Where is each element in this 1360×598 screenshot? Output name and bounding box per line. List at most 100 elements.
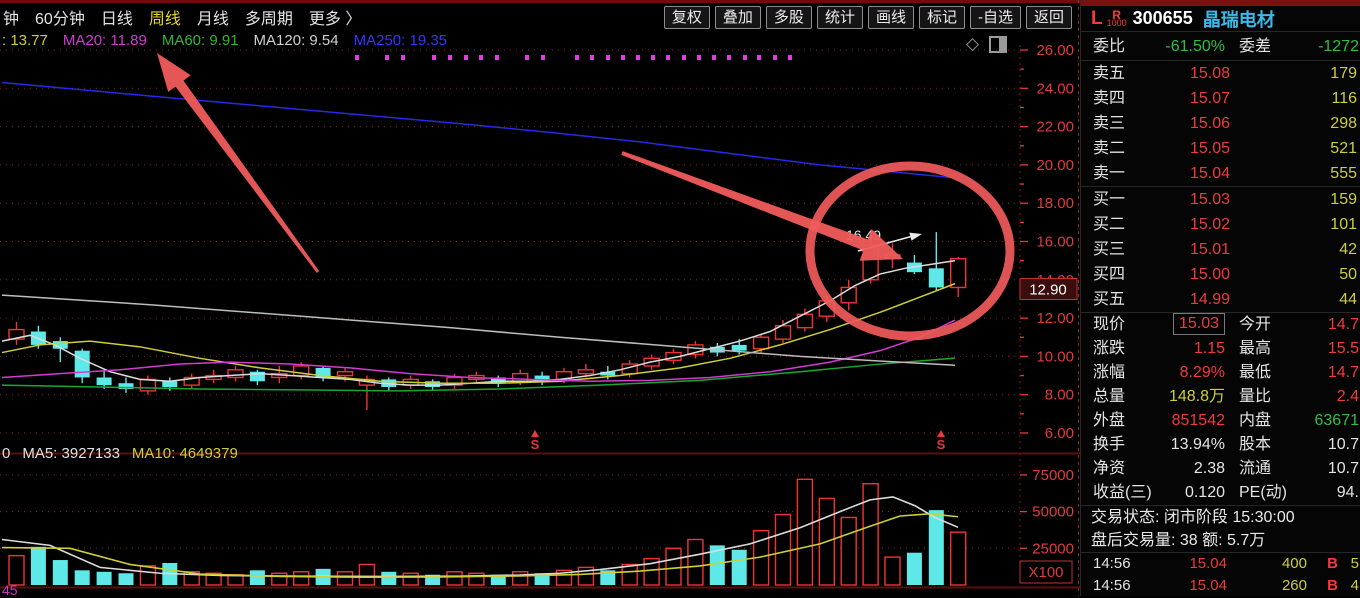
level-volume[interactable]: 159 bbox=[1330, 191, 1357, 208]
svg-text:8.00: 8.00 bbox=[1045, 387, 1074, 404]
toolbar-button-复权[interactable]: 复权 bbox=[663, 5, 710, 29]
level-price[interactable]: 15.08 bbox=[1189, 65, 1230, 82]
weibi-row: 委比 -61.50% 委差 -1272 bbox=[1081, 32, 1360, 61]
level-volume[interactable]: 298 bbox=[1330, 115, 1357, 132]
level-price[interactable]: 15.05 bbox=[1189, 140, 1230, 157]
flag-l: L bbox=[1091, 7, 1103, 29]
detail-value: 851542 bbox=[1171, 412, 1225, 429]
level-price[interactable]: 15.04 bbox=[1189, 165, 1230, 182]
level-volume[interactable]: 116 bbox=[1331, 90, 1357, 107]
tick-price: 15.04 bbox=[1189, 555, 1227, 572]
detail-value: 1.15 bbox=[1193, 340, 1225, 357]
toolbar-button-标记[interactable]: 标记 bbox=[918, 5, 965, 29]
timeframe-tab-多周期[interactable]: 多周期 bbox=[244, 11, 293, 28]
diamond-icon[interactable]: ◇ bbox=[966, 34, 980, 53]
level-label: 卖四 bbox=[1093, 90, 1126, 107]
after-hours-volume: 盘后交易量: 38 额: 5.7万 bbox=[1091, 532, 1266, 549]
detail-label: 量比 bbox=[1239, 388, 1272, 405]
level-price[interactable]: 15.07 bbox=[1189, 90, 1230, 107]
trade-ticks: 14:56 15.04 400 B 5 14:56 15.04 260 B 4 bbox=[1081, 553, 1360, 597]
detail-value: 15.03 bbox=[1172, 313, 1225, 335]
toolbar-buttons: 复权 叠加 多股 统计 画线 标记 -自选 返回 bbox=[663, 5, 1080, 29]
detail-label: 今开 bbox=[1239, 316, 1272, 333]
tick-volume: 400 bbox=[1281, 555, 1307, 572]
timeframe-tab-更多 〉[interactable]: 更多 〉 bbox=[308, 11, 362, 28]
svg-text:6.00: 6.00 bbox=[1045, 425, 1074, 442]
toolbar-button-统计[interactable]: 统计 bbox=[816, 5, 863, 29]
level-volume[interactable]: 555 bbox=[1330, 165, 1357, 182]
toolbar-button--自选[interactable]: -自选 bbox=[969, 5, 1021, 29]
detail-value: 94. bbox=[1336, 484, 1359, 501]
level-volume[interactable]: 50 bbox=[1339, 266, 1357, 283]
timeframe-tab-周线[interactable]: 周线 bbox=[148, 11, 181, 28]
bid-row: 买三 15.01 42 bbox=[1081, 237, 1360, 262]
detail-row: 现价 15.03 今开 14.7 bbox=[1081, 313, 1360, 337]
detail-value: 8.29% bbox=[1179, 364, 1225, 381]
level-volume[interactable]: 179 bbox=[1330, 65, 1357, 82]
level-price[interactable]: 15.02 bbox=[1189, 216, 1230, 233]
volume-ma5-label: MA5: 3927133 bbox=[22, 445, 120, 462]
detail-value: 2.38 bbox=[1193, 460, 1225, 477]
timeframe-tab-日线[interactable]: 日线 bbox=[100, 11, 133, 28]
svg-text:20.00: 20.00 bbox=[1036, 157, 1074, 174]
svg-text:16.00: 16.00 bbox=[1036, 234, 1074, 251]
svg-text:24.00: 24.00 bbox=[1036, 80, 1074, 97]
level-volume[interactable]: 44 bbox=[1339, 291, 1357, 308]
detail-row: 换手 13.94% 股本 10.7 bbox=[1081, 433, 1360, 457]
ask-row: 卖四 15.07 116 bbox=[1081, 86, 1360, 111]
tick-price: 15.04 bbox=[1189, 577, 1227, 594]
detail-label: 现价 bbox=[1093, 316, 1126, 333]
level-price[interactable]: 15.03 bbox=[1189, 191, 1230, 208]
detail-label: 最高 bbox=[1239, 340, 1272, 357]
ask-row: 卖五 15.08 179 bbox=[1081, 61, 1360, 86]
svg-text:10.00: 10.00 bbox=[1036, 348, 1074, 365]
level-price[interactable]: 15.01 bbox=[1189, 241, 1230, 258]
tick-side: B bbox=[1327, 577, 1338, 594]
detail-value: 0.120 bbox=[1184, 484, 1225, 501]
ma-label: : 13.77 bbox=[2, 32, 48, 49]
level-volume[interactable]: 521 bbox=[1330, 140, 1357, 157]
volume-ma-prefix: 0 bbox=[2, 445, 11, 462]
weicha-label: 委差 bbox=[1239, 38, 1272, 55]
level-price[interactable]: 15.06 bbox=[1189, 115, 1230, 132]
quote-panel: L R 1000 300655 晶瑞电材 委比 -61.50% 委差 -1272… bbox=[1080, 0, 1360, 596]
toolbar-button-画线[interactable]: 画线 bbox=[867, 5, 914, 29]
toolbar-button-多股[interactable]: 多股 bbox=[765, 5, 812, 29]
svg-text:X100: X100 bbox=[1028, 564, 1063, 581]
weibi-value: -61.50% bbox=[1165, 38, 1225, 55]
ask-row: 卖一 15.04 555 bbox=[1081, 161, 1360, 186]
detail-label: 流通 bbox=[1239, 460, 1272, 477]
detail-label: 换手 bbox=[1093, 436, 1126, 453]
detail-row: 外盘 851542 内盘 63671 bbox=[1081, 409, 1360, 433]
tick-time: 14:56 bbox=[1093, 555, 1131, 572]
level-price[interactable]: 14.99 bbox=[1189, 291, 1230, 308]
clipped-indicator-label: 45 bbox=[2, 582, 18, 598]
level-price[interactable]: 15.00 bbox=[1189, 266, 1230, 283]
panel-toggle-icon[interactable] bbox=[989, 35, 1008, 53]
timeframe-tabs: 钟 60分钟 日线 周线 月线 多周期 更多 〉 bbox=[0, 5, 361, 29]
stock-code: 300655 bbox=[1132, 8, 1193, 28]
toolbar-button-叠加[interactable]: 叠加 bbox=[714, 5, 761, 29]
timeframe-tab-月线[interactable]: 月线 bbox=[196, 11, 229, 28]
level-volume[interactable]: 101 bbox=[1330, 216, 1357, 233]
window-top-strip bbox=[0, 0, 1360, 3]
ask-row: 卖二 15.05 521 bbox=[1081, 136, 1360, 161]
tick-volume: 260 bbox=[1281, 577, 1307, 594]
trade-tick-row: 14:56 15.04 260 B 4 bbox=[1081, 575, 1360, 597]
tick-side: B bbox=[1327, 555, 1338, 572]
detail-label: PE(动) bbox=[1239, 484, 1288, 501]
timeframe-tab-钟[interactable]: 钟 bbox=[3, 11, 20, 28]
detail-row: 总量 148.8万 量比 2.4 bbox=[1081, 385, 1360, 409]
svg-text:S: S bbox=[531, 437, 540, 452]
toolbar-button-返回[interactable]: 返回 bbox=[1025, 5, 1072, 29]
status-section: 交易状态: 闭市阶段 15:30:00 盘后交易量: 38 额: 5.7万 bbox=[1081, 506, 1360, 553]
flag-r-1000: R 1000 bbox=[1106, 7, 1127, 28]
level-label: 买二 bbox=[1093, 216, 1126, 233]
kline-chart[interactable]: 26.0024.0022.0020.0018.0016.0014.0012.00… bbox=[0, 0, 1080, 596]
detail-value: 13.94% bbox=[1170, 436, 1225, 453]
level-volume[interactable]: 42 bbox=[1339, 241, 1357, 258]
timeframe-tab-60分钟[interactable]: 60分钟 bbox=[35, 11, 85, 28]
stock-detail-grid: 现价 15.03 今开 14.7 涨跌 1.15 最高 15.5 涨幅 8.29% 最低 14.7 总量… bbox=[1081, 313, 1360, 506]
stock-name: 晶瑞电材 bbox=[1202, 9, 1275, 30]
detail-value: 14.7 bbox=[1327, 364, 1359, 381]
